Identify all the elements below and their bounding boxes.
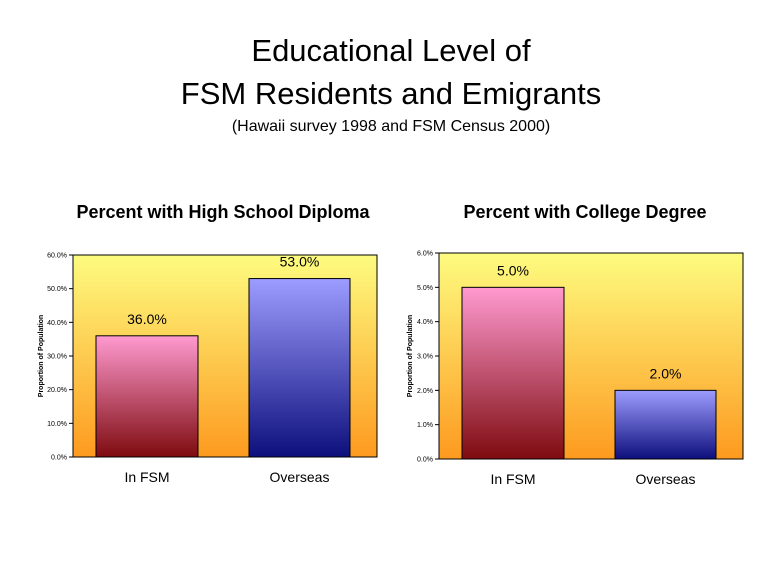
chart2-data-label: 2.0% — [650, 365, 682, 381]
main-title-line-2: FSM Residents and Emigrants — [180, 76, 602, 111]
chart2-bar-overseas — [614, 389, 717, 460]
chart2-data-label: 5.0% — [497, 262, 529, 278]
chart2-ytick-label: 3.0% — [417, 354, 433, 361]
chart2-y-axis-label: Proportion of Population — [407, 315, 414, 397]
chart2-ytick-label: 6.0% — [417, 251, 433, 258]
chart1-bar-in-fsm — [95, 335, 199, 458]
chart1-ytick-label: 50.0% — [47, 286, 67, 293]
chart1-y-axis-label: Proportion of Population — [38, 315, 45, 397]
chart1-ytick-label: 0.0% — [51, 455, 67, 462]
chart1-category-label: Overseas — [270, 469, 330, 485]
chart1-ytick-label: 60.0% — [47, 253, 67, 260]
chart2-ytick-label: 4.0% — [417, 319, 433, 326]
chart2-category-label: In FSM — [490, 471, 535, 487]
chart1-ytick-label: 40.0% — [47, 320, 67, 327]
chart1-data-label: 53.0% — [280, 254, 320, 270]
chart2-ytick-label: 0.0% — [417, 457, 433, 464]
chart1-bar-overseas — [248, 278, 351, 458]
chart2-ytick-label: 1.0% — [417, 422, 433, 429]
chart2-category-label: Overseas — [636, 471, 696, 487]
main-subtitle: (Hawaii survey 1998 and FSM Census 2000) — [231, 118, 551, 135]
chart1-category-label: In FSM — [124, 469, 169, 485]
chart-title-high-school: Percent with High School Diploma — [76, 202, 370, 222]
chart1-data-label: 36.0% — [127, 311, 167, 327]
chart2-ytick-label: 2.0% — [417, 388, 433, 395]
chart2-ytick-label: 5.0% — [417, 285, 433, 292]
chart2-bar-in-fsm — [461, 286, 565, 460]
chart1-ytick-label: 10.0% — [47, 421, 67, 428]
main-title-line-1: Educational Level of — [251, 33, 531, 68]
chart1-ytick-label: 20.0% — [47, 387, 67, 394]
chart1-ytick-label: 30.0% — [47, 354, 67, 361]
chart-title-college: Percent with College Degree — [463, 202, 707, 222]
